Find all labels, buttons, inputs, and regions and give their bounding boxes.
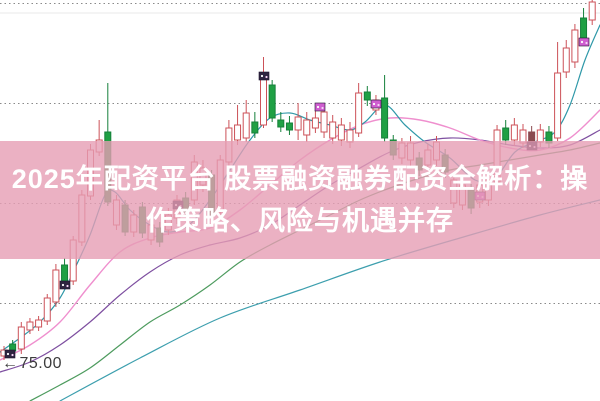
candle-body	[355, 92, 363, 134]
signal-marker-dot	[372, 102, 376, 106]
signal-marker-dot	[260, 74, 264, 78]
candle-body	[242, 112, 250, 139]
signal-marker	[59, 280, 71, 290]
candle-body	[329, 121, 337, 139]
candle-body	[510, 124, 518, 141]
candle-body	[580, 17, 588, 39]
signal-marker-dot	[316, 105, 320, 109]
candle-body	[311, 117, 319, 129]
candle-body	[43, 297, 51, 322]
candle-body	[268, 84, 276, 119]
candle-body	[588, 1, 596, 21]
signal-marker-dot	[66, 284, 69, 288]
signal-marker-dot	[321, 106, 324, 110]
candle-body	[35, 319, 43, 328]
price-level-label: ← 75.00	[2, 355, 62, 373]
candle-body	[381, 97, 389, 139]
candle-body	[320, 111, 328, 133]
signal-marker	[314, 102, 326, 112]
candle-body	[562, 47, 570, 73]
signal-marker-dot	[11, 353, 14, 357]
banner-title-line-2: 作策略、风险与机遇并存	[146, 206, 454, 236]
candle-body	[61, 264, 69, 282]
signal-marker	[370, 99, 382, 109]
signal-marker	[4, 349, 16, 359]
signal-marker-dot	[61, 283, 65, 287]
candle-body	[571, 29, 579, 63]
promo-banner-overlay: 2025年配资平台 股票融资融券配资全解析：操 作策略、风险与机遇并存	[0, 141, 600, 259]
candle-body	[554, 72, 562, 139]
banner-title-line-1: 2025年配资平台 股票融资融券配资全解析：操	[11, 164, 589, 194]
candle-body	[277, 119, 285, 128]
left-arrow-icon: ←	[2, 355, 19, 372]
candle-body	[303, 119, 311, 136]
candle-body	[285, 122, 293, 131]
candle-body	[363, 91, 371, 101]
candle-body	[26, 321, 34, 331]
candle-body	[251, 121, 259, 134]
candle-body	[52, 269, 60, 303]
candle-body	[17, 326, 25, 350]
signal-marker-dot	[585, 41, 588, 45]
price-level-value: 75.00	[19, 355, 63, 372]
signal-marker-dot	[265, 75, 268, 79]
signal-marker-dot	[377, 103, 380, 107]
signal-marker	[578, 37, 590, 47]
candle-body	[234, 124, 242, 141]
signal-marker-dot	[580, 40, 584, 44]
candle-body	[337, 124, 345, 141]
signal-marker	[258, 71, 270, 81]
candle-body	[260, 77, 267, 126]
candle-body	[502, 127, 510, 141]
signal-marker-dot	[6, 352, 10, 356]
candle-body	[294, 116, 302, 131]
